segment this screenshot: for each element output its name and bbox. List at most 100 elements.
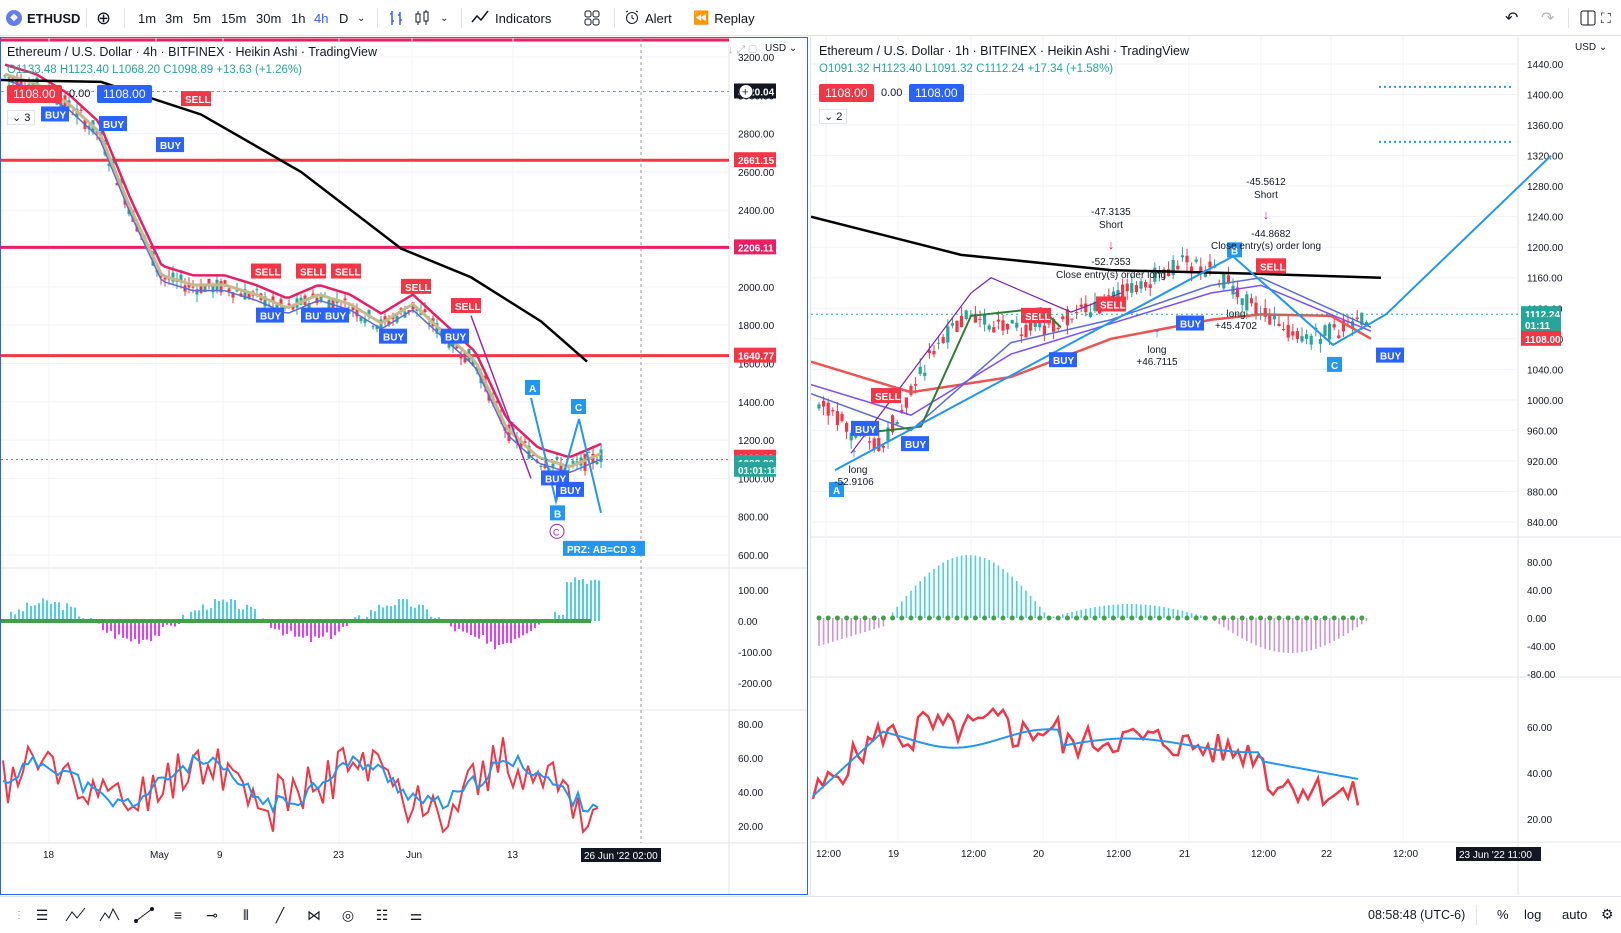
horizontal-ray-icon[interactable]: ⊸ [206, 906, 218, 923]
oscillator-zero-dot [945, 615, 951, 621]
oscillator-bar [570, 582, 572, 621]
rsi-line-red [811, 706, 1360, 808]
trend-angle-icon[interactable] [133, 905, 155, 925]
redo-icon[interactable]: ↷ [1541, 10, 1555, 27]
settings-gear-icon[interactable]: ⚙ [779, 891, 793, 894]
pattern-point-b: B [554, 509, 561, 520]
candle-body [583, 453, 587, 471]
oscillator-bar [146, 621, 148, 640]
currency-label[interactable]: USD ⌄ [765, 43, 798, 54]
oscillator-zero-dot [1129, 615, 1135, 621]
line-tool-icon[interactable]: ╱ [275, 906, 285, 923]
chevron-down-icon[interactable]: ⌄ [440, 12, 449, 24]
percent-toggle[interactable]: % [1497, 907, 1509, 922]
time-tick-label: 12:00 [1106, 849, 1131, 860]
oscillator-bar [1062, 614, 1064, 618]
sell-signal-bg [871, 388, 901, 404]
compare-add-icon[interactable]: ⊕ [96, 7, 112, 28]
vertical-lines-icon[interactable]: ⫴ [243, 906, 249, 923]
candle-body [1093, 301, 1097, 311]
oscillator-zero-dot [1138, 615, 1144, 621]
oscillator-zero-dot [1212, 615, 1218, 621]
candle-body [1033, 320, 1037, 327]
oscillator-bar [170, 621, 172, 626]
time-tick-label: 12:00 [816, 849, 841, 860]
oscillator-zero-dot [1147, 615, 1153, 621]
settings-gear-icon[interactable]: ⚙ [1601, 906, 1614, 922]
symbol-search[interactable]: ◆ ETHUSD [6, 0, 80, 36]
pattern-abc-icon[interactable] [65, 905, 87, 925]
interval-1m[interactable]: 1m [138, 10, 157, 26]
interval-d[interactable]: D [339, 10, 349, 26]
left-chart-pane[interactable]: 3200.003000.002800.002600.002400.002200.… [0, 37, 808, 895]
candle-body [527, 445, 531, 459]
oscillator-bar [486, 621, 488, 644]
layout-split-icon[interactable] [1579, 0, 1597, 36]
indicators-button[interactable]: Indicators [471, 0, 551, 36]
undo-icon[interactable]: ↶ [1505, 10, 1519, 27]
chart-arrow-icons[interactable]: ↓ ⤢ ▢ [728, 44, 757, 56]
right-chart-pane[interactable]: 1440.00 1400.00 1360.00 1320.00 1280.00 1240.… [810, 37, 1621, 895]
fib-tool-icon[interactable]: ≡ [173, 907, 183, 923]
interval-4h[interactable]: 4h [314, 10, 329, 26]
candle-style-icon[interactable] [413, 0, 431, 36]
price-tick-label: 600.00 [738, 551, 769, 562]
indicators-collapse-toggle[interactable]: ⌄ 3 [7, 110, 36, 125]
sell-price-button[interactable]: 1108.00 [7, 85, 62, 103]
buy-price-button[interactable]: 1108.00 [909, 84, 964, 102]
oscillator-bar [937, 565, 940, 618]
left-chart-canvas[interactable]: 3200.003000.002800.002600.002400.002200.… [1, 38, 808, 895]
oscillator-bar [1310, 618, 1312, 651]
bar-style-icon[interactable] [387, 0, 405, 36]
candle-body [399, 308, 403, 310]
candle-body [987, 325, 991, 330]
indicators-collapse-toggle[interactable]: ⌄ 2 [819, 109, 848, 124]
interval-3m[interactable]: 3m [165, 10, 184, 26]
candle-body [946, 326, 950, 343]
currency-label[interactable]: USD ⌄ [1575, 42, 1608, 53]
log-toggle[interactable]: log [1524, 907, 1542, 922]
annotation-long-value: +45.4702 [1215, 321, 1257, 332]
auto-toggle[interactable]: auto [1562, 907, 1588, 922]
candle-body [55, 103, 59, 105]
fullscreen-icon[interactable]: ⛶ [1601, 9, 1611, 26]
oscillator-bar [18, 609, 20, 621]
osc-tick-label: 0.00 [738, 617, 758, 628]
crosshair-time: 23 Jun '22 11:00 [1459, 850, 1532, 861]
interval-15m[interactable]: 15m [221, 10, 247, 26]
oscillator-bar [294, 621, 296, 637]
level-price-tag: 2206.11 [738, 243, 774, 254]
replay-button[interactable]: ⏪ Replay [693, 0, 755, 36]
alert-button[interactable]: Alert [624, 0, 672, 36]
chevron-down-icon[interactable]: ⌄ [357, 12, 366, 24]
ema-line-tan [4, 72, 602, 469]
interval-1h[interactable]: 1h [291, 10, 306, 26]
drag-handle-icon[interactable]: ⋮ [14, 909, 24, 921]
oscillator-zero-dot [1322, 615, 1328, 621]
oscillator-bar [270, 621, 272, 628]
spiral-tool-icon[interactable]: ◎ [341, 906, 355, 923]
oscillator-bar [855, 618, 857, 635]
oscillator-bar [850, 618, 852, 637]
candle-body [1254, 302, 1258, 316]
oscillator-zero-dot [880, 615, 886, 621]
right-chart-canvas[interactable]: 1440.00 1400.00 1360.00 1320.00 1280.00 1240.… [811, 37, 1621, 895]
price-tick-label: 920.00 [1527, 457, 1558, 468]
interval-5m[interactable]: 5m [193, 10, 212, 26]
network-tool-icon[interactable]: ⋈ [307, 906, 321, 923]
sliders-tool-icon[interactable]: ⚌ [409, 906, 423, 923]
parallel-channel-icon[interactable]: ☷ [375, 906, 389, 923]
sell-price-button[interactable]: 1108.00 [819, 84, 874, 102]
sell-signal-bg [451, 298, 481, 313]
buy-price-button[interactable]: 1108.00 [97, 85, 152, 103]
sell-signal: SELL [185, 95, 211, 106]
lines-tool-icon[interactable]: ☰ [35, 906, 49, 923]
interval-30m[interactable]: 30m [256, 10, 282, 26]
elliott-wave-icon[interactable] [99, 905, 121, 925]
countdown-tag-bg [734, 461, 776, 477]
layouts-icon[interactable] [583, 0, 601, 36]
pattern-point-c: C [575, 403, 582, 414]
candle-body [927, 350, 931, 354]
oscillator-bar [1039, 606, 1041, 618]
oscillator-zero-dot [1101, 615, 1107, 621]
